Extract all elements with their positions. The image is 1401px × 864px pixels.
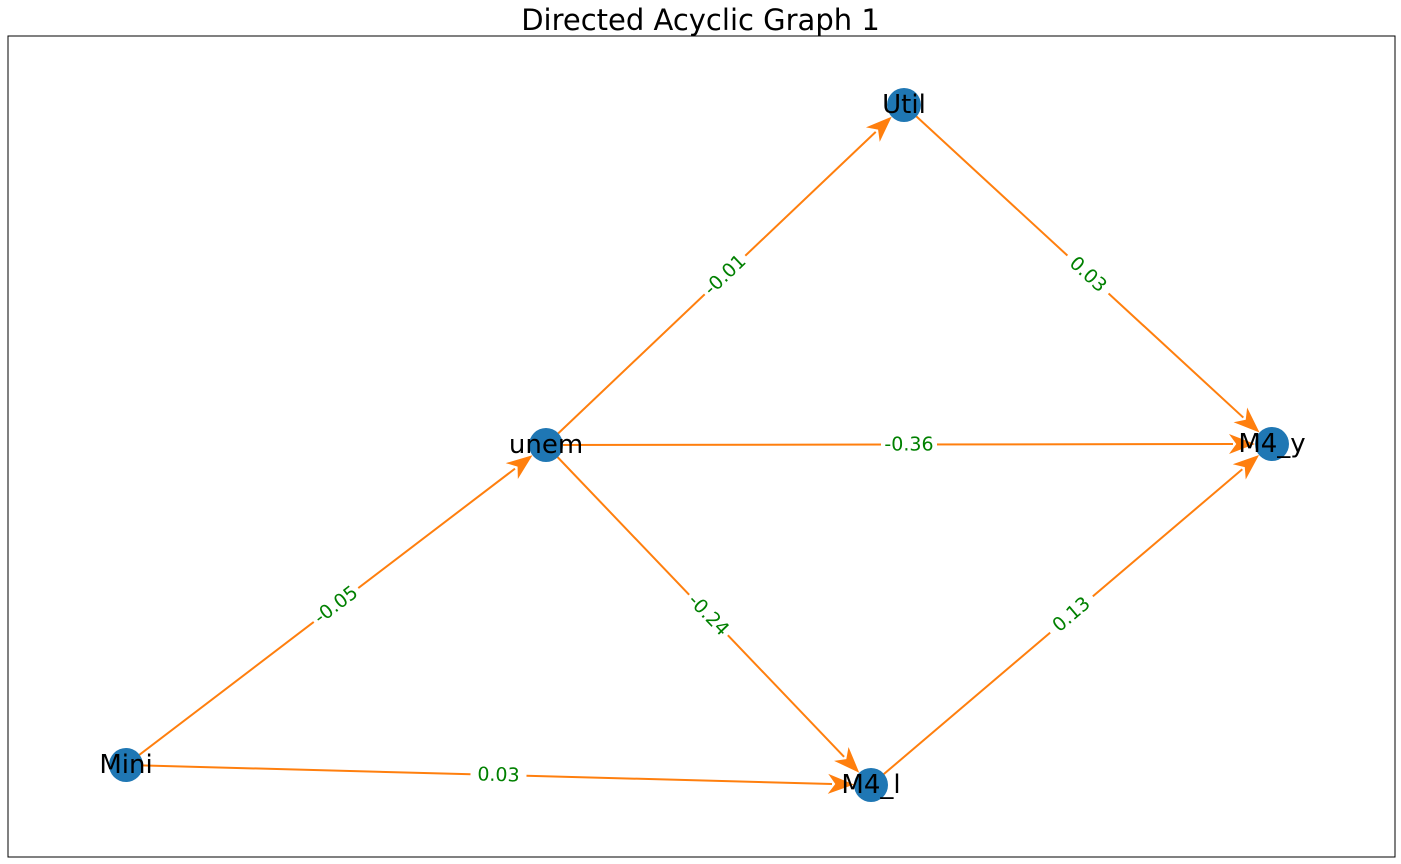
node-m4-y (1255, 427, 1289, 461)
node-util (887, 88, 921, 122)
nodes-layer: Util unem M4_y Mini M4_l (99, 88, 1306, 802)
node-label-mini: Mini (99, 750, 152, 780)
edge-label-background (1058, 245, 1118, 304)
node-unem (529, 428, 563, 462)
edge-label-background (880, 431, 938, 458)
node-label-util: Util (882, 90, 926, 120)
edge-unem-to-m4-l-arrowhead (834, 747, 860, 773)
edge-weight-label: -0.36 (884, 433, 933, 455)
edge-mini-to-m4-l-arrowhead (827, 773, 855, 794)
node-label-unem: unem (509, 430, 583, 460)
edge-m4-l-to-m4-y-arrowhead (1232, 455, 1260, 480)
edge-unem-to-m4-y-arrowhead (1228, 434, 1255, 455)
node-mini (109, 748, 143, 782)
edge-weight-label: 0.03 (477, 763, 520, 786)
edge-label-background (305, 577, 367, 633)
edge-label-background (470, 761, 527, 789)
diagram-title: Directed Acyclic Graph 1 (521, 3, 880, 37)
edge-label-background (679, 585, 738, 645)
node-label-m4-l: M4_l (841, 770, 900, 800)
node-label-m4-y: M4_y (1238, 429, 1305, 459)
edge-unem-to-util-arrowhead (865, 116, 892, 142)
edges-layer (125, 104, 1260, 794)
node-m4-l (854, 768, 888, 802)
edge-mini-to-unem-arrowhead (505, 455, 533, 480)
edge-util-to-m4-y-arrowhead (1233, 407, 1260, 433)
plot-frame (7, 35, 1396, 858)
edge-label-background (1041, 586, 1102, 643)
edge-labels-layer: -0.01 0.03-0.36-0.05 -0.24 0.130.03 (305, 245, 1118, 789)
edge-label-background (695, 246, 755, 304)
